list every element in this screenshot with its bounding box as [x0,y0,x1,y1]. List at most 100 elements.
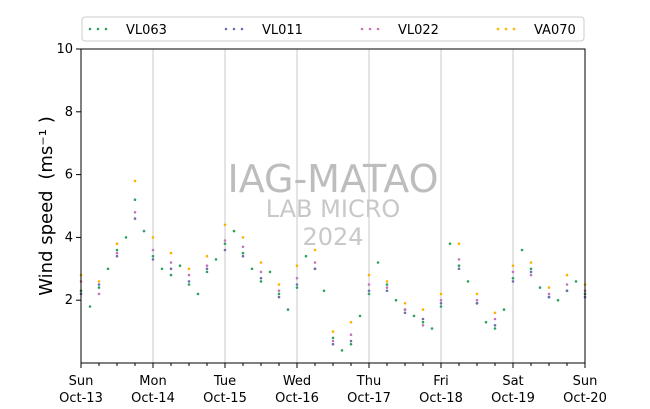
y-tick-label: 6 [65,168,73,183]
data-point-vl011 [367,289,371,293]
x-tick-date-label: Oct-17 [347,391,391,406]
y-tick-label: 8 [65,105,73,120]
data-point-vl063 [196,292,200,296]
data-point-vl063 [484,320,488,324]
legend-marker-vl011 [232,27,236,31]
legend-label-vl063: VL063 [126,23,167,38]
data-point-vl063 [358,314,362,318]
watermark: IAG-MATAO LAB MICRO 2024 [227,157,438,251]
data-point-vl022 [169,261,173,264]
data-point-vl022 [439,298,443,302]
data-point-va070 [547,286,551,289]
data-point-vl022 [565,283,569,286]
svg-text:Wind speed (ms⁻¹ ): Wind speed (ms⁻¹ ) [36,116,57,295]
data-point-vl022 [133,211,137,214]
data-point-vl063 [538,286,542,289]
data-point-vl011 [385,289,389,293]
data-point-vl011 [97,283,101,286]
data-point-va070 [439,292,443,296]
data-point-vl022 [493,317,497,321]
data-point-va070 [259,261,263,264]
data-point-vl011 [115,254,119,258]
x-tick-date-label: Oct-14 [131,391,175,406]
x-tick-date-label: Oct-16 [275,391,319,406]
data-point-vl063 [394,298,398,302]
data-point-vl063 [574,280,578,283]
data-point-vl011 [511,280,515,283]
data-point-va070 [151,236,155,239]
data-point-vl011 [457,267,461,271]
data-point-vl063 [124,236,128,239]
legend-label-va070: VA070 [534,23,576,38]
data-point-vl011 [493,324,497,327]
legend: VL063 VL011 VL022 VA070 [81,16,585,42]
legend-marker-vl011 [240,27,244,31]
x-tick-day-label: Thu [356,374,381,389]
data-point-vl022 [511,270,515,274]
y-axis-label: Wind speed [36,190,57,295]
legend-marker-vl011 [224,27,228,31]
legend-marker-vl022 [368,27,372,31]
x-tick-date-label: Oct-13 [59,391,103,406]
data-point-vl063 [421,320,425,324]
data-point-vl011 [187,280,191,283]
data-point-vl011 [439,302,443,305]
data-point-vl063 [205,270,209,274]
data-point-vl022 [277,289,281,293]
data-point-vl022 [205,264,209,268]
watermark-line-1: IAG-MATAO [227,157,438,201]
legend-marker-va070 [504,27,508,31]
data-point-vl063 [412,314,416,318]
data-point-vl011 [475,302,479,305]
data-point-vl011 [403,311,407,315]
data-point-vl011 [133,217,137,220]
data-point-vl022 [223,239,227,242]
data-point-va070 [403,302,407,305]
legend-marker-vl063 [88,27,92,31]
data-point-vl063 [331,336,335,340]
data-point-vl063 [241,251,245,255]
x-tick-day-label: Wed [283,374,311,389]
y-tick-label: 10 [56,42,73,57]
data-point-vl063 [340,349,344,352]
data-point-vl063 [529,267,533,271]
y-tick-label: 2 [65,293,73,308]
data-point-vl063 [493,327,497,330]
data-point-vl011 [223,248,227,252]
data-point-vl011 [169,267,173,271]
data-points [79,179,587,352]
data-point-vl022 [115,251,119,255]
data-point-vl022 [331,339,335,343]
x-tick-date-label: Oct-20 [563,391,607,406]
data-point-vl022 [475,298,479,302]
data-point-vl022 [349,333,353,337]
x-tick-day-label: Fri [433,374,449,389]
data-point-vl022 [151,248,155,252]
data-point-vl063 [457,264,461,268]
data-point-vl063 [295,286,299,289]
legend-marker-vl022 [376,27,380,31]
data-point-vl011 [151,258,155,261]
data-point-vl063 [439,305,443,308]
data-point-vl063 [322,289,326,293]
data-point-vl022 [529,273,533,277]
data-point-vl022 [187,273,191,277]
data-point-vl063 [304,254,308,258]
data-point-vl063 [556,298,560,302]
data-point-vl063 [250,267,254,271]
data-point-vl011 [331,342,335,346]
data-point-vl063 [187,283,191,286]
data-point-vl011 [421,317,425,321]
y-axis-title: Wind speed (ms⁻¹ ) [36,116,57,295]
data-point-vl063 [376,261,380,264]
legend-marker-vl022 [360,27,364,31]
data-point-va070 [475,292,479,296]
data-point-vl063 [97,286,101,289]
data-point-va070 [367,273,371,277]
data-point-va070 [169,251,173,255]
x-tick-day-label: Sat [502,374,523,389]
x-tick-day-label: Sun [69,374,94,389]
data-point-va070 [187,267,191,271]
x-tick-date-label: Oct-15 [203,391,247,406]
